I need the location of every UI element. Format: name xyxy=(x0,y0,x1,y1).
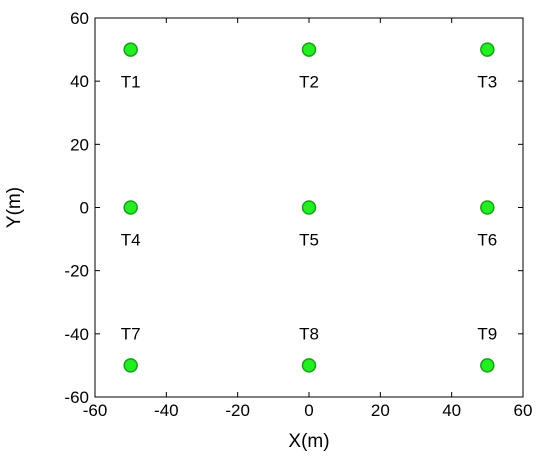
data-point-marker xyxy=(480,358,495,373)
data-point-marker xyxy=(480,200,495,215)
x-tick-label: 20 xyxy=(371,401,390,420)
point-label: T9 xyxy=(477,324,497,343)
x-axis-title: X(m) xyxy=(288,431,329,452)
y-axis-title: Y(m) xyxy=(4,187,25,228)
point-label: T7 xyxy=(121,324,141,343)
x-tick-label: 60 xyxy=(514,401,533,420)
point-label: T8 xyxy=(299,324,319,343)
data-point-marker xyxy=(123,358,138,373)
point-label: T6 xyxy=(477,231,497,250)
data-points: T1 T2 T3 T4 T5 T6 T7 T8 T9 xyxy=(121,42,497,373)
axis-ticks: -60 -40 -20 0 20 40 60 -60 -40 -20 0 20 40 60 xyxy=(64,9,532,420)
x-tick-label: 40 xyxy=(442,401,461,420)
point-label: T1 xyxy=(121,73,141,92)
y-tick-label: 40 xyxy=(70,72,89,91)
point-label: T5 xyxy=(299,231,319,250)
x-tick-label: -60 xyxy=(83,401,108,420)
y-tick-label: -20 xyxy=(64,262,89,281)
y-tick-label: 60 xyxy=(70,9,89,28)
y-tick-label: 0 xyxy=(80,199,89,218)
y-tick-label: 20 xyxy=(70,135,89,154)
data-point-marker xyxy=(123,42,138,57)
y-tick-label: -60 xyxy=(64,388,89,407)
data-point-marker xyxy=(301,358,317,373)
data-point-marker xyxy=(301,42,317,57)
point-label: T2 xyxy=(299,73,319,92)
y-tick-label: -40 xyxy=(64,325,89,344)
point-label: T4 xyxy=(121,231,141,250)
data-point-marker xyxy=(123,200,138,215)
x-tick-label: 0 xyxy=(304,401,313,420)
x-tick-label: -40 xyxy=(154,401,179,420)
data-point-marker xyxy=(301,200,317,215)
data-point-marker xyxy=(480,42,495,57)
x-tick-label: -20 xyxy=(225,401,250,420)
point-label: T3 xyxy=(477,73,497,92)
